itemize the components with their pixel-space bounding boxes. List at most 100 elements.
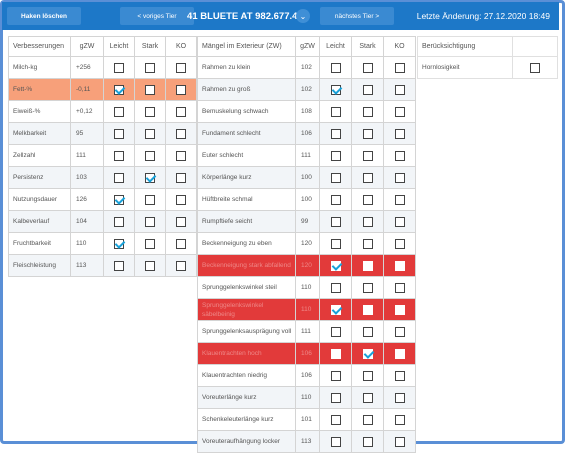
- stark-checkbox[interactable]: [362, 304, 373, 315]
- defect-row: Rahmen zu klein 102: [197, 56, 416, 79]
- leicht-checkbox[interactable]: [330, 106, 341, 117]
- leicht-checkbox[interactable]: [114, 216, 124, 227]
- ko-checkbox[interactable]: [176, 62, 186, 73]
- leicht-checkbox[interactable]: [114, 106, 124, 117]
- stark-checkbox[interactable]: [362, 260, 373, 271]
- stark-cell: [351, 430, 384, 453]
- leicht-checkbox[interactable]: [114, 84, 124, 95]
- stark-checkbox[interactable]: [362, 370, 373, 381]
- stark-checkbox[interactable]: [362, 392, 373, 403]
- stark-checkbox[interactable]: [362, 194, 373, 205]
- gzw-value: 126: [70, 188, 104, 211]
- ko-checkbox[interactable]: [176, 260, 186, 271]
- stark-checkbox[interactable]: [362, 106, 373, 117]
- stark-checkbox[interactable]: [362, 216, 373, 227]
- stark-checkbox[interactable]: [362, 62, 373, 73]
- leicht-cell: [319, 100, 352, 123]
- stark-checkbox[interactable]: [362, 414, 373, 425]
- leicht-checkbox[interactable]: [330, 216, 341, 227]
- gzw-value: 110: [70, 232, 104, 255]
- ko-checkbox[interactable]: [394, 414, 405, 425]
- stark-checkbox[interactable]: [362, 282, 373, 293]
- ko-checkbox[interactable]: [176, 216, 186, 227]
- stark-cell: [134, 78, 166, 101]
- leicht-checkbox[interactable]: [330, 62, 341, 73]
- stark-checkbox[interactable]: [362, 128, 373, 139]
- stark-checkbox[interactable]: [145, 150, 155, 161]
- leicht-checkbox[interactable]: [330, 150, 341, 161]
- leicht-checkbox[interactable]: [114, 260, 124, 271]
- previous-animal-button[interactable]: < voriges Tier: [120, 7, 194, 25]
- leicht-checkbox[interactable]: [330, 172, 341, 183]
- ko-checkbox[interactable]: [394, 304, 405, 315]
- leicht-checkbox[interactable]: [330, 304, 341, 315]
- ko-checkbox[interactable]: [394, 238, 405, 249]
- ko-checkbox[interactable]: [394, 172, 405, 183]
- ko-checkbox[interactable]: [394, 326, 405, 337]
- leicht-checkbox[interactable]: [330, 84, 341, 95]
- stark-checkbox[interactable]: [145, 106, 155, 117]
- ko-checkbox[interactable]: [394, 348, 405, 359]
- ko-checkbox[interactable]: [394, 106, 405, 117]
- leicht-checkbox[interactable]: [330, 194, 341, 205]
- stark-checkbox[interactable]: [362, 436, 373, 447]
- ko-checkbox[interactable]: [394, 392, 405, 403]
- stark-checkbox[interactable]: [362, 326, 373, 337]
- leicht-checkbox[interactable]: [114, 150, 124, 161]
- clear-ticks-button[interactable]: Haken löschen: [7, 7, 81, 25]
- leicht-checkbox[interactable]: [330, 326, 341, 337]
- stark-checkbox[interactable]: [362, 238, 373, 249]
- ko-checkbox[interactable]: [176, 128, 186, 139]
- leicht-checkbox[interactable]: [330, 370, 341, 381]
- stark-checkbox[interactable]: [145, 260, 155, 271]
- stark-checkbox[interactable]: [362, 150, 373, 161]
- chevron-down-icon[interactable]: ⌄: [296, 9, 310, 23]
- stark-cell: [351, 342, 384, 365]
- ko-checkbox[interactable]: [394, 150, 405, 161]
- stark-checkbox[interactable]: [145, 62, 155, 73]
- leicht-checkbox[interactable]: [330, 128, 341, 139]
- ko-checkbox[interactable]: [176, 238, 186, 249]
- next-animal-button[interactable]: nächstes Tier >: [320, 7, 394, 25]
- stark-checkbox[interactable]: [145, 216, 155, 227]
- stark-checkbox[interactable]: [145, 194, 155, 205]
- ko-checkbox[interactable]: [394, 260, 405, 271]
- leicht-checkbox[interactable]: [330, 436, 341, 447]
- leicht-checkbox[interactable]: [330, 260, 341, 271]
- stark-checkbox[interactable]: [145, 172, 155, 183]
- leicht-checkbox[interactable]: [114, 128, 124, 139]
- ko-checkbox[interactable]: [394, 194, 405, 205]
- stark-checkbox[interactable]: [362, 172, 373, 183]
- leicht-checkbox[interactable]: [330, 282, 341, 293]
- leicht-checkbox[interactable]: [330, 238, 341, 249]
- defect-row: Fundament schlecht 106: [197, 122, 416, 145]
- stark-checkbox[interactable]: [145, 128, 155, 139]
- ko-checkbox[interactable]: [394, 62, 405, 73]
- ko-checkbox[interactable]: [394, 370, 405, 381]
- ko-checkbox[interactable]: [176, 172, 186, 183]
- stark-checkbox[interactable]: [145, 238, 155, 249]
- stark-checkbox[interactable]: [145, 84, 155, 95]
- stark-checkbox[interactable]: [362, 348, 373, 359]
- leicht-checkbox[interactable]: [114, 194, 124, 205]
- ko-checkbox[interactable]: [394, 436, 405, 447]
- leicht-checkbox[interactable]: [330, 348, 341, 359]
- ko-checkbox[interactable]: [176, 84, 186, 95]
- stark-checkbox[interactable]: [362, 84, 373, 95]
- ko-checkbox[interactable]: [394, 216, 405, 227]
- leicht-checkbox[interactable]: [114, 62, 124, 73]
- leicht-checkbox[interactable]: [114, 172, 124, 183]
- leicht-checkbox[interactable]: [330, 392, 341, 403]
- stark-cell: [351, 254, 384, 277]
- consideration-checkbox[interactable]: [530, 62, 540, 73]
- ko-checkbox[interactable]: [394, 128, 405, 139]
- leicht-cell: [319, 364, 352, 387]
- ko-checkbox[interactable]: [176, 106, 186, 117]
- leicht-checkbox[interactable]: [330, 414, 341, 425]
- ko-checkbox[interactable]: [176, 194, 186, 205]
- row-label: Schenkeleuterlänge kurz: [197, 408, 296, 431]
- ko-checkbox[interactable]: [394, 282, 405, 293]
- ko-checkbox[interactable]: [394, 84, 405, 95]
- leicht-checkbox[interactable]: [114, 238, 124, 249]
- ko-checkbox[interactable]: [176, 150, 186, 161]
